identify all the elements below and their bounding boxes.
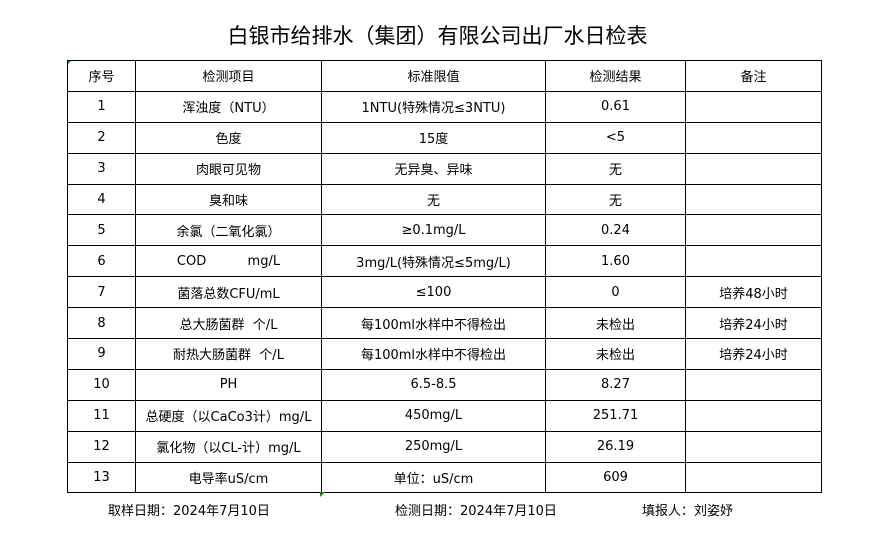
cell-result: 未检出 (545, 307, 686, 340)
cell-result: 8.27 (545, 368, 686, 401)
table-row: 7 菌落总数CFU/mL ≤100 0 培养48小时 (67, 276, 822, 309)
header-item: 检测项目 (135, 60, 322, 92)
table-row: 12 氯化物（以CL-计）mg/L 250mg/L 26.19 (67, 430, 822, 463)
cell-result: 1.60 (545, 245, 686, 278)
inspection-table: 序号 检测项目 标准限值 检测结果 备注 1 浑浊度（NTU） 1NTU(特殊情况≤3NTU)… (67, 60, 822, 494)
table-row: 11 总硬度（以CaCo3计）mg/L 450mg/L 251.71 (67, 399, 822, 432)
cell-remark (685, 152, 822, 185)
cell-index: 11 (67, 399, 136, 432)
table-row: 2 色度 15度 <5 (67, 121, 822, 154)
table-row: 13 电导率uS/cm 单位：uS/cm 609 (67, 461, 822, 494)
cell-item: 总硬度（以CaCo3计）mg/L (135, 399, 322, 432)
cell-result: 0.24 (545, 214, 686, 247)
cell-remark: 培养48小时 (685, 276, 822, 309)
cell-item: 菌落总数CFU/mL (135, 276, 322, 309)
cell-standard: ≥0.1mg/L (321, 214, 546, 247)
cell-remark (685, 121, 822, 154)
cell-index: 9 (67, 338, 136, 370)
cell-result: 0.61 (545, 90, 686, 123)
cell-index: 1 (67, 90, 136, 123)
reporter: 填报人：刘姿妤 (642, 504, 734, 519)
cell-remark (685, 214, 822, 247)
cell-standard: 每100ml水样中不得检出 (321, 338, 546, 370)
cell-standard: 无 (321, 183, 546, 216)
cell-remark (685, 430, 822, 463)
cell-remark (685, 245, 822, 278)
cell-marker (320, 492, 325, 497)
cell-result: 251.71 (545, 399, 686, 432)
cell-index: 6 (67, 245, 136, 278)
cell-item: 浑浊度（NTU） (135, 90, 322, 123)
cell-item: 肉眼可见物 (135, 152, 322, 185)
cell-result: 无 (545, 152, 686, 185)
cell-result: 609 (545, 461, 686, 494)
cell-standard: 6.5-8.5 (321, 368, 546, 401)
cell-index: 3 (67, 152, 136, 185)
cell-item: COD mg/L (135, 245, 322, 278)
table-row: 3 肉眼可见物 无异臭、异味无 (67, 152, 822, 185)
cell-standard: 1NTU(特殊情况≤3NTU) (321, 90, 546, 123)
cell-item: 臭和味 (135, 183, 322, 216)
header-index: 序号 (67, 60, 136, 92)
table-row: 4 臭和味无无 (67, 183, 822, 216)
cell-index: 2 (67, 121, 136, 154)
header-row: 序号 检测项目 标准限值 检测结果 备注 (67, 60, 822, 92)
cell-item: 色度 (135, 121, 322, 154)
cell-item: 耐热大肠菌群 个/L (135, 338, 322, 370)
cell-index: 12 (67, 430, 136, 463)
cell-index: 7 (67, 276, 136, 309)
test-date: 检测日期：2024年7月10日 (395, 504, 557, 519)
page-title: 白银市给排水（集团）有限公司出厂水日检表 (227, 24, 648, 48)
table-row: 6 COD mg/L 3mg/L(特殊情况≤5mg/L) 1.60 (67, 245, 822, 278)
cell-remark (685, 399, 822, 432)
cell-remark (685, 183, 822, 216)
cell-standard: 15度 (321, 121, 546, 154)
cell-item: PH (135, 368, 322, 401)
cell-standard: 250mg/L (321, 430, 546, 463)
cell-result: 26.19 (545, 430, 686, 463)
cell-remark (685, 461, 822, 494)
cell-standard: 无异臭、异味 (321, 152, 546, 185)
table-row: 1 浑浊度（NTU） 1NTU(特殊情况≤3NTU) 0.61 (67, 90, 822, 123)
cell-item: 总大肠菌群 个/L (135, 307, 322, 340)
table-row: 9 耐热大肠菌群 个/L 每100ml水样中不得检出 未检出 培养24小时 (67, 338, 822, 370)
cell-standard: 450mg/L (321, 399, 546, 432)
sample-date: 取样日期：2024年7月10日 (108, 504, 270, 519)
cell-index: 13 (67, 461, 136, 494)
cell-index: 10 (67, 368, 136, 401)
cell-remark (685, 90, 822, 123)
cell-remark: 培养24小时 (685, 338, 822, 370)
cell-item: 电导率uS/cm (135, 461, 322, 494)
header-result: 检测结果 (545, 60, 686, 92)
cell-standard: 单位：uS/cm (321, 461, 546, 494)
cell-index: 5 (67, 214, 136, 247)
cell-item: 余氯（二氧化氯） (135, 214, 322, 247)
header-standard: 标准限值 (321, 60, 546, 92)
cell-index: 8 (67, 307, 136, 340)
cell-standard: 3mg/L(特殊情况≤5mg/L) (321, 245, 546, 278)
cell-result: <5 (545, 121, 686, 154)
cell-remark: 培养24小时 (685, 307, 822, 340)
cell-index: 4 (67, 183, 136, 216)
cell-standard: ≤100 (321, 276, 546, 309)
cell-remark (685, 368, 822, 401)
cell-result: 未检出 (545, 338, 686, 370)
header-remark: 备注 (685, 60, 822, 92)
cell-standard: 每100ml水样中不得检出 (321, 307, 546, 340)
table-row: 8 总大肠菌群 个/L 每100ml水样中不得检出 未检出 培养24小时 (67, 307, 822, 340)
table-row: 10 PH 6.5-8.5 8.27 (67, 368, 822, 401)
cell-result: 无 (545, 183, 686, 216)
table-row: 5 余氯（二氧化氯） ≥0.1mg/L 0.24 (67, 214, 822, 247)
cell-result: 0 (545, 276, 686, 309)
cell-item: 氯化物（以CL-计）mg/L (135, 430, 322, 463)
